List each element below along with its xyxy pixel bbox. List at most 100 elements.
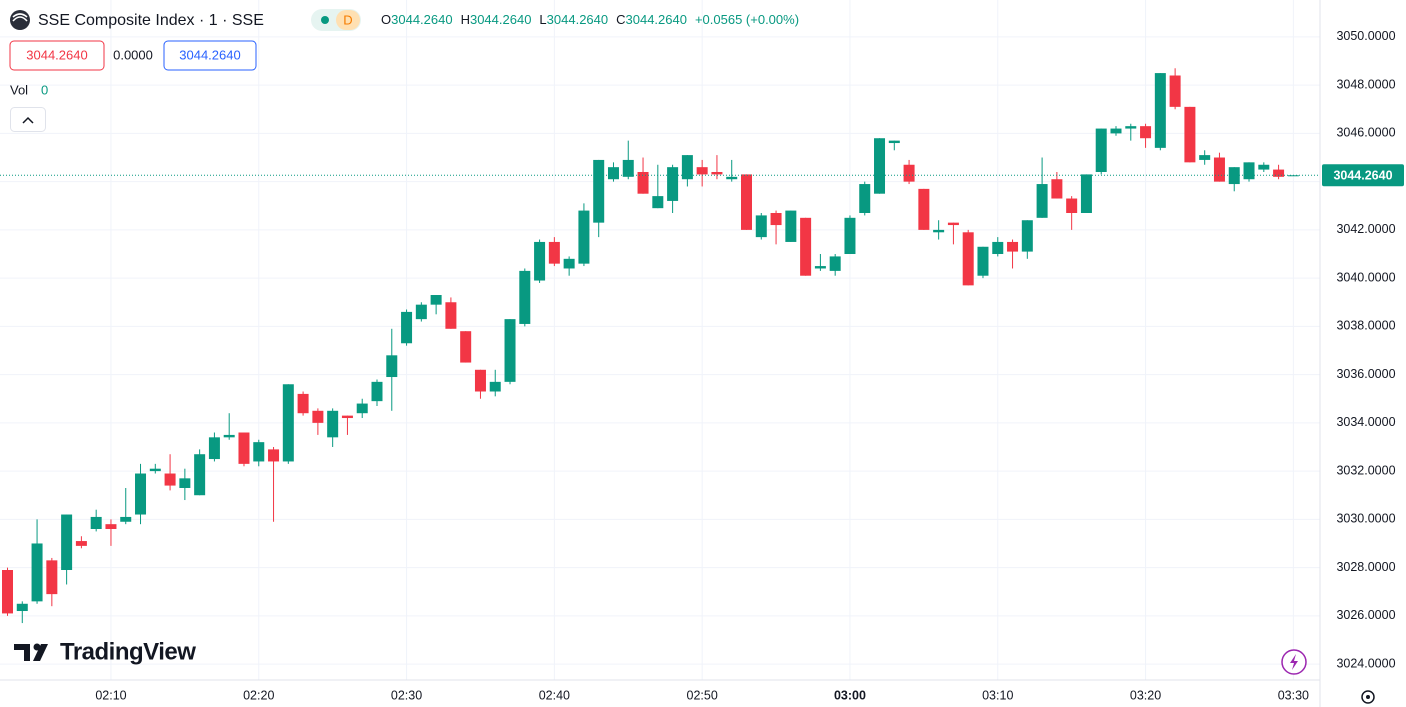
candle-body xyxy=(1021,220,1033,252)
ask-price: 3044.2640 xyxy=(179,47,240,62)
candle-body xyxy=(652,196,664,209)
chart-title[interactable]: SSE Composite Index · 1 · SSE xyxy=(38,12,264,29)
candle-body xyxy=(430,295,442,305)
y-tick-label: 3038.0000 xyxy=(1336,319,1395,333)
candle-body xyxy=(1140,126,1152,139)
candle-body xyxy=(903,164,915,182)
candle-body xyxy=(1199,155,1211,160)
candle-body xyxy=(637,171,649,194)
candle-body xyxy=(696,167,708,175)
candle-body xyxy=(1007,241,1019,252)
ohlc-key: O xyxy=(381,12,391,27)
candle-body xyxy=(312,410,324,423)
collapse-chevron xyxy=(22,116,34,124)
y-tick-label: 3030.0000 xyxy=(1336,512,1395,526)
candle-body xyxy=(238,432,250,464)
alert-icon xyxy=(1290,654,1298,670)
y-tick-label: 3032.0000 xyxy=(1336,463,1395,477)
interval-badge: D xyxy=(343,12,352,27)
y-tick-label: 3036.0000 xyxy=(1336,367,1395,381)
last-price-label: 3044.2640 xyxy=(1333,169,1392,183)
candle-body xyxy=(1095,128,1107,172)
candle-body xyxy=(874,138,886,194)
candle-body xyxy=(1169,75,1181,107)
y-tick-label: 3046.0000 xyxy=(1336,126,1395,140)
x-tick-label: 03:30 xyxy=(1278,688,1309,702)
candle-body xyxy=(1273,169,1285,177)
candle-body xyxy=(120,516,132,522)
candle-body xyxy=(667,167,679,201)
badge-bg xyxy=(336,10,360,30)
x-tick-label: 02:30 xyxy=(391,688,422,702)
y-tick-label: 3040.0000 xyxy=(1336,270,1395,284)
candle-body xyxy=(135,473,147,515)
candle-body xyxy=(607,167,619,180)
candle-body xyxy=(194,454,206,496)
candle-body xyxy=(90,516,102,529)
candle-body xyxy=(268,449,280,462)
y-tick-label: 3026.0000 xyxy=(1336,608,1395,622)
candle-body xyxy=(149,468,161,472)
x-tick-label: 02:50 xyxy=(687,688,718,702)
candle-body xyxy=(534,241,546,281)
ohlc-legend: O3044.2640 H3044.2640 L3044.2640 C3044.2640… xyxy=(381,12,799,27)
candle-body xyxy=(1258,164,1270,170)
candle-body xyxy=(785,210,797,242)
bid-box[interactable] xyxy=(9,40,105,71)
candle-body xyxy=(888,140,900,144)
collapse-button[interactable] xyxy=(10,107,46,132)
logo-text[interactable]: TradingView xyxy=(60,638,197,665)
y-tick-label: 3048.0000 xyxy=(1336,77,1395,91)
settings-button[interactable] xyxy=(1361,690,1375,704)
candle-body xyxy=(578,210,590,264)
candle-body xyxy=(401,311,413,344)
logo-dot xyxy=(33,643,41,651)
ohlc-change: +0.0565 (+0.00%) xyxy=(695,12,799,27)
x-tick-label: 02:40 xyxy=(539,688,570,702)
candle-body xyxy=(1051,179,1063,199)
ask-box[interactable] xyxy=(163,40,257,71)
candle-body xyxy=(31,543,43,602)
candle-body xyxy=(474,369,486,392)
y-tick-label: 3050.0000 xyxy=(1336,29,1395,43)
candle-body xyxy=(726,176,738,180)
ohlc-value: 3044.2640 xyxy=(470,12,531,27)
candles xyxy=(0,68,1320,624)
candle-body xyxy=(1243,162,1255,180)
candle-body xyxy=(179,478,191,488)
volume-value: 0 xyxy=(41,82,48,97)
candle-body xyxy=(223,434,235,438)
candle-body xyxy=(1213,157,1225,182)
candle-body xyxy=(327,410,339,438)
ohlc-value: 3044.2640 xyxy=(547,12,608,27)
candle-body xyxy=(859,184,871,213)
bid-price: 3044.2640 xyxy=(26,47,87,62)
candle-body xyxy=(741,174,752,230)
candle-body xyxy=(800,217,812,276)
candle-body xyxy=(2,570,13,614)
candle-body xyxy=(977,246,989,276)
candle-body xyxy=(46,560,58,595)
candle-body xyxy=(770,212,782,226)
x-tick-label: 02:10 xyxy=(95,688,126,702)
candle-body xyxy=(1228,167,1240,185)
candle-body xyxy=(208,437,220,460)
y-tick-label: 3034.0000 xyxy=(1336,415,1395,429)
candle-body xyxy=(297,393,309,414)
candle-body xyxy=(386,355,398,378)
ohlc-key: H xyxy=(461,12,470,27)
ohlc-value: 3044.2640 xyxy=(626,12,687,27)
candle-body xyxy=(504,319,516,382)
volume-label: Vol xyxy=(10,82,28,97)
candle-body xyxy=(814,266,826,269)
candle-body xyxy=(933,229,945,233)
candle-body xyxy=(918,188,930,230)
candle-body xyxy=(16,603,28,612)
candle-body xyxy=(75,541,87,546)
axes: 3024.0000 3026.0000 3028.0000 3030.0000 3032… xyxy=(95,29,1404,702)
symbol-icon-glyph xyxy=(12,13,28,22)
settings-dot xyxy=(1366,695,1370,699)
x-tick-label: 03:10 xyxy=(982,688,1013,702)
candle-body xyxy=(415,304,427,320)
ohlc-key: C xyxy=(616,12,625,27)
